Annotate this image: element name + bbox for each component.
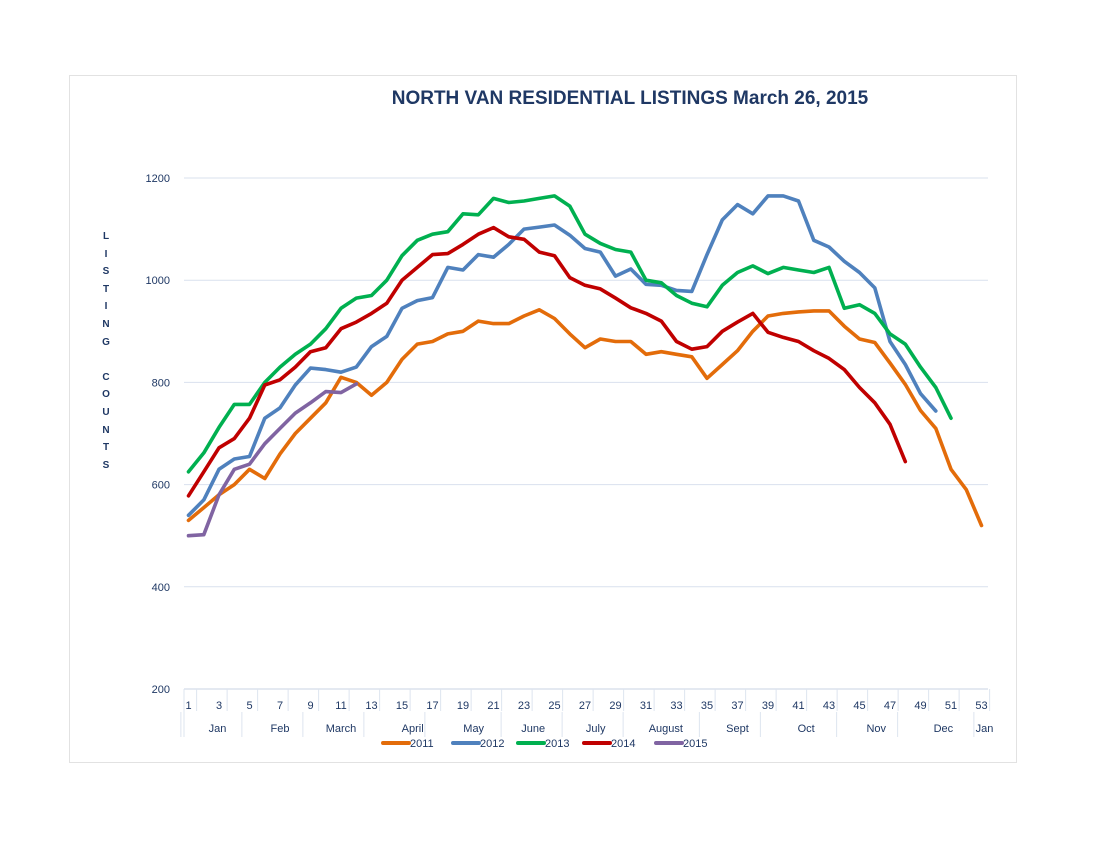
series-line-2014	[186, 225, 908, 498]
series-line-2011	[186, 307, 984, 528]
x-tick-label: 43	[823, 700, 835, 712]
x-tick-label: 1	[185, 700, 191, 712]
month-label: Jan	[976, 723, 994, 735]
legend-label-2013: 2013	[545, 738, 569, 750]
y-tick-label: 1000	[146, 275, 170, 287]
x-tick-label: 29	[609, 700, 621, 712]
x-tick-label: 17	[426, 700, 438, 712]
y-tick-label: 800	[152, 377, 170, 389]
month-label: April	[402, 723, 424, 735]
series-line-2013	[186, 194, 953, 474]
y-axis-label-char: I	[104, 301, 108, 313]
x-tick-label: 35	[701, 700, 713, 712]
x-tick-label: 51	[945, 700, 957, 712]
y-axis-label-char: G	[102, 336, 110, 348]
x-tick-label: 3	[216, 700, 222, 712]
x-tick-label: 49	[914, 700, 926, 712]
x-tick-label: 19	[457, 700, 469, 712]
x-tick-label: 9	[307, 700, 313, 712]
x-tick-label: 23	[518, 700, 530, 712]
x-tick-label: 45	[853, 700, 865, 712]
y-axis-label-char: T	[102, 283, 110, 295]
y-axis-label-char: S	[102, 266, 110, 278]
x-tick-label: 47	[884, 700, 896, 712]
x-tick-label: 31	[640, 700, 652, 712]
legend-label-2015: 2015	[683, 738, 707, 750]
month-label: Oct	[798, 723, 815, 735]
month-label: August	[649, 723, 683, 735]
y-axis-label-char: S	[102, 459, 110, 471]
x-tick-label: 25	[548, 700, 560, 712]
series-line-2015	[186, 382, 359, 538]
x-tick-label: 13	[365, 700, 377, 712]
month-label: July	[586, 723, 606, 735]
x-tick-label: 7	[277, 700, 283, 712]
x-tick-label: 37	[731, 700, 743, 712]
y-axis-label-char: C	[102, 371, 110, 383]
x-tick-label: 39	[762, 700, 774, 712]
y-tick-label: 1200	[146, 173, 170, 185]
x-tick-label: 27	[579, 700, 591, 712]
month-label: Jan	[209, 723, 227, 735]
month-label: March	[326, 723, 357, 735]
x-tick-label: 5	[246, 700, 252, 712]
y-axis-label-char: U	[102, 406, 110, 418]
x-tick-label: 33	[670, 700, 682, 712]
month-label: Dec	[934, 723, 954, 735]
y-axis-label-char: N	[102, 318, 110, 330]
month-label: Nov	[866, 723, 886, 735]
y-axis-label-char: I	[104, 248, 108, 260]
x-tick-label: 11	[335, 700, 346, 712]
chart-frame	[69, 75, 1017, 763]
y-tick-label: 400	[152, 582, 170, 594]
month-label: Feb	[271, 723, 290, 735]
x-tick-label: 21	[487, 700, 499, 712]
y-axis-label-char: T	[102, 442, 110, 454]
legend-label-2011: 2011	[410, 738, 434, 750]
y-axis-label-char: L	[102, 231, 110, 242]
legend-label-2012: 2012	[480, 738, 504, 750]
chart-title: NORTH VAN RESIDENTIAL LISTINGS March 26,…	[391, 88, 869, 109]
x-tick-label: 41	[792, 700, 804, 712]
y-tick-label: 200	[152, 684, 170, 696]
x-tick-label: 53	[975, 700, 987, 712]
month-label: May	[463, 723, 484, 735]
y-axis-label-char: N	[102, 424, 110, 436]
month-label: June	[521, 723, 545, 735]
month-label: Sept	[726, 723, 749, 735]
y-axis-label-char: O	[102, 389, 110, 401]
legend-label-2014: 2014	[611, 738, 635, 750]
x-tick-label: 15	[396, 700, 408, 712]
y-tick-label: 600	[152, 480, 170, 492]
series-line-2012	[186, 194, 938, 518]
